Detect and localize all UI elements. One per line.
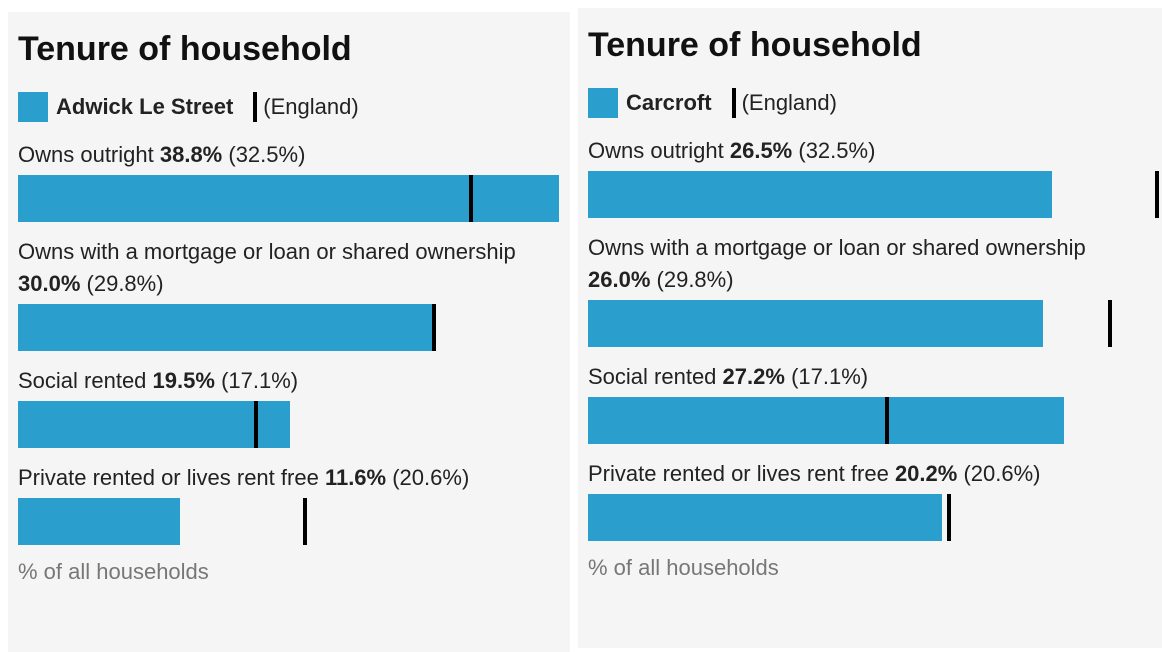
category-name: Private rented or lives rent free bbox=[18, 465, 319, 490]
bar bbox=[18, 175, 559, 222]
bar bbox=[588, 397, 1065, 444]
legend: Carcroft (England) bbox=[588, 87, 1162, 119]
chart-title: Tenure of household bbox=[18, 30, 352, 68]
comparison-marker bbox=[303, 498, 308, 545]
bar bbox=[18, 304, 437, 351]
value-label: 30.0% bbox=[18, 271, 81, 296]
value-label: 11.6% bbox=[324, 465, 387, 490]
comparison-label: (29.8%) bbox=[656, 267, 734, 292]
comparison-marker bbox=[946, 494, 951, 541]
bar-track bbox=[588, 171, 1162, 218]
legend-label: (England) bbox=[263, 94, 359, 119]
bar bbox=[588, 300, 1044, 347]
bar-track bbox=[588, 397, 1162, 444]
axis-note: % of all households bbox=[588, 555, 779, 580]
comparison-marker bbox=[469, 175, 474, 222]
legend-swatch bbox=[588, 88, 618, 118]
bar-track bbox=[18, 401, 570, 448]
legend-marker bbox=[731, 88, 736, 118]
category-label: Owns outright 26.5% (32.5%) bbox=[588, 135, 1118, 167]
value-label: 19.5% bbox=[152, 368, 215, 393]
category-name: Social rented bbox=[18, 368, 147, 393]
comparison-marker bbox=[254, 401, 259, 448]
bar bbox=[18, 498, 180, 545]
comparison-marker bbox=[1107, 300, 1112, 347]
category-label: Private rented or lives rent free 20.2% … bbox=[588, 458, 1118, 490]
bar-track bbox=[18, 498, 570, 545]
value-label: 26.0% bbox=[588, 267, 651, 292]
bar bbox=[18, 401, 290, 448]
value-label: 20.2% bbox=[894, 461, 958, 486]
category-name: Private rented or lives rent free bbox=[588, 461, 889, 486]
value-label: 38.8% bbox=[159, 142, 223, 167]
bar-track bbox=[18, 304, 570, 351]
bar-track bbox=[588, 494, 1162, 541]
category-label: Social rented 27.2% (17.1%) bbox=[588, 361, 1118, 393]
category-name: Owns with a mortgage or loan or shared o… bbox=[18, 239, 516, 264]
bar bbox=[588, 494, 942, 541]
bar-track bbox=[18, 175, 570, 222]
chart-panel: Tenure of household Adwick Le Street (Engl… bbox=[8, 12, 570, 652]
category-label: Owns with a mortgage or loan or shared o… bbox=[588, 232, 1118, 296]
legend: Adwick Le Street (England) bbox=[18, 91, 570, 123]
category-label: Private rented or lives rent free 11.6% … bbox=[18, 462, 548, 494]
category-name: Owns outright bbox=[588, 138, 724, 163]
comparison-label: (32.5%) bbox=[798, 138, 876, 163]
value-label: 27.2% bbox=[722, 364, 785, 389]
comparison-marker bbox=[1155, 171, 1159, 218]
comparison-label: (20.6%) bbox=[963, 461, 1041, 486]
legend-marker bbox=[253, 92, 258, 122]
category-label: Owns outright 38.8% (32.5%) bbox=[18, 139, 548, 171]
category-label: Owns with a mortgage or loan or shared o… bbox=[18, 236, 548, 300]
category-name: Owns with a mortgage or loan or shared o… bbox=[588, 235, 1086, 260]
value-label: 26.5% bbox=[729, 138, 793, 163]
legend-label: Carcroft bbox=[626, 90, 712, 115]
comparison-label: (32.5%) bbox=[228, 142, 306, 167]
comparison-label: (29.8%) bbox=[86, 271, 164, 296]
bar-track bbox=[588, 300, 1162, 347]
legend-label: Adwick Le Street bbox=[56, 94, 234, 119]
comparison-marker bbox=[885, 397, 890, 444]
comparison-label: (17.1%) bbox=[221, 368, 299, 393]
legend-swatch bbox=[18, 92, 48, 122]
comparison-label: (17.1%) bbox=[791, 364, 869, 389]
legend-label: (England) bbox=[741, 90, 837, 115]
category-name: Owns outright bbox=[18, 142, 154, 167]
chart-title: Tenure of household bbox=[588, 26, 922, 64]
bar bbox=[588, 171, 1052, 218]
chart-panel: Tenure of household Carcroft (England) Owns… bbox=[578, 8, 1162, 648]
comparison-label: (20.6%) bbox=[392, 465, 470, 490]
category-name: Social rented bbox=[588, 364, 717, 389]
axis-note: % of all households bbox=[18, 559, 209, 584]
comparison-marker bbox=[431, 304, 436, 351]
category-label: Social rented 19.5% (17.1%) bbox=[18, 365, 548, 397]
